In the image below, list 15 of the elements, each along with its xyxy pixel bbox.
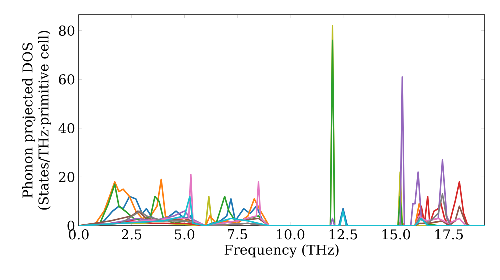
x-tick-label: 10.0 xyxy=(277,230,305,240)
y-tick-label: 80 xyxy=(59,26,75,36)
x-tick-label: 7.5 xyxy=(228,230,248,240)
x-tick-label: 0.0 xyxy=(69,230,89,240)
x-tick-label: 15.0 xyxy=(382,230,410,240)
x-tick-label: 2.5 xyxy=(122,230,142,240)
y-tick-label: 40 xyxy=(58,123,75,134)
y-tick-label: 60 xyxy=(59,74,75,85)
x-tick-label: 12.5 xyxy=(330,230,358,240)
x-tick-label: 17.5 xyxy=(436,230,464,240)
x-axis-title: Frequency (THz) xyxy=(224,244,339,258)
y-tick-label: 0 xyxy=(68,220,75,232)
y-axis-title: Phonon projected DOS (States/THz·primitive cell) xyxy=(22,31,52,210)
x-tick-label: 5.0 xyxy=(175,230,195,240)
y-tick-label: 20 xyxy=(59,172,75,182)
